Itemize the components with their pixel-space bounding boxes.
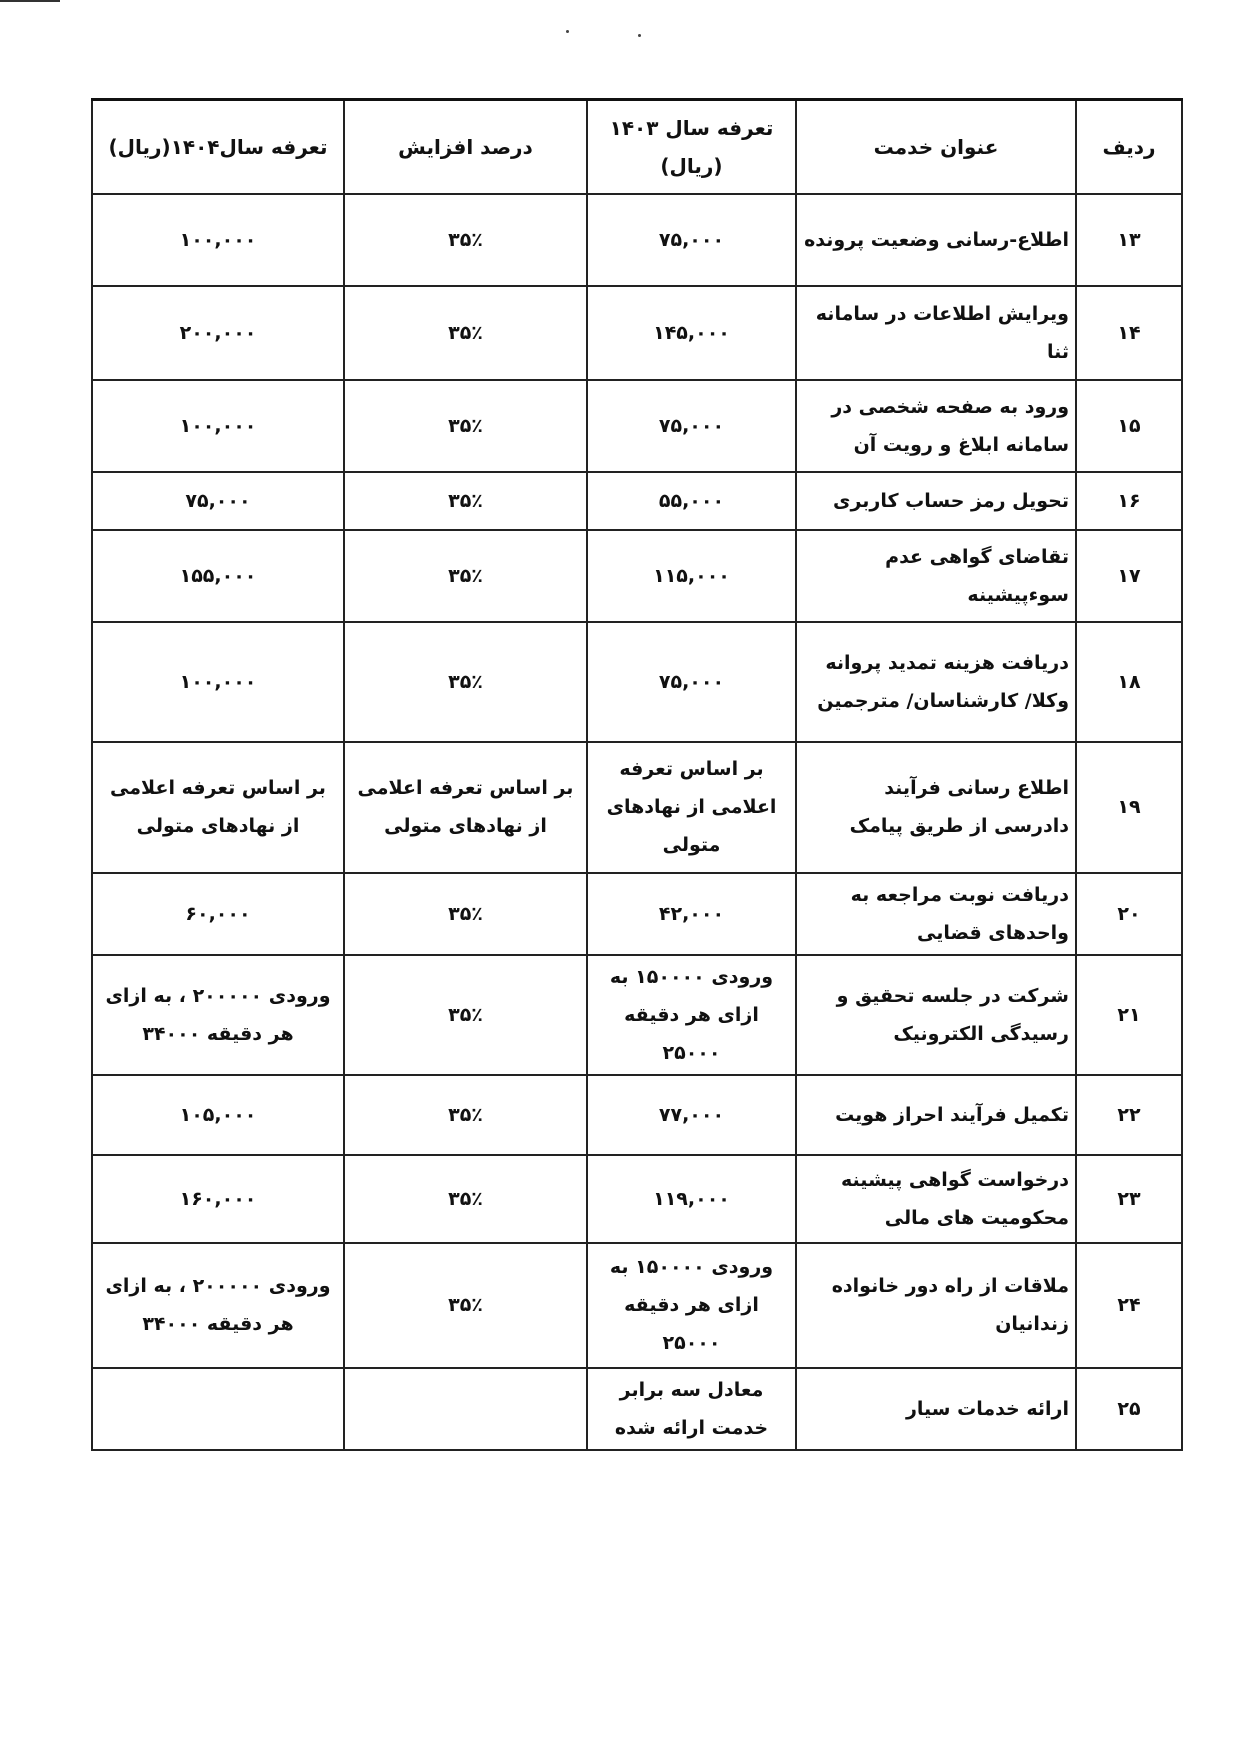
cell-row-number: ۲۵ [1075, 1366, 1183, 1451]
cell-tariff-1403: بر اساس تعرفه اعلامی از نهادهای متولی [586, 740, 797, 874]
cell-tariff-1404: ۱۰۰,۰۰۰ [91, 192, 345, 287]
cell-service-title: تقاضای گواهی عدم سوءپیشینه [795, 528, 1077, 623]
cell-service-title: اطلاع-رسانی وضعیت پرونده [795, 192, 1077, 287]
cell-service-title: ویرایش اطلاعات در سامانه ثنا [795, 284, 1077, 381]
cell-row-number: ۲۳ [1075, 1153, 1183, 1244]
table-row: ۱۴ ویرایش اطلاعات در سامانه ثنا ۱۴۵,۰۰۰ ۳۵٪… [91, 284, 1183, 381]
scan-artifact-dot [566, 30, 569, 33]
cell-tariff-1404: ۷۵,۰۰۰ [91, 470, 345, 531]
cell-service-title: ملاقات از راه دور خانواده زندانیان [795, 1241, 1077, 1369]
header-tariff-1403: تعرفه سال ۱۴۰۳ (ریال) [586, 98, 797, 195]
cell-service-title: شرکت در جلسه تحقیق و رسیدگی الکترونیک [795, 953, 1077, 1076]
cell-tariff-1403: ۴۲,۰۰۰ [586, 871, 797, 956]
table-row: ۲۳ درخواست گواهی پیشینه محکومیت های مالی ۱… [91, 1153, 1183, 1244]
cell-row-number: ۲۰ [1075, 871, 1183, 956]
cell-increase-percent: ۳۵٪ [343, 378, 588, 473]
cell-tariff-1403: ۷۵,۰۰۰ [586, 620, 797, 743]
cell-service-title: ورود به صفحه شخصی در سامانه ابلاغ و رویت… [795, 378, 1077, 473]
cell-tariff-1404: ورودی ۲۰۰۰۰۰ ، به ازای هر دقیقه ۳۴۰۰۰ [91, 953, 345, 1076]
cell-tariff-1403: معادل سه برابر خدمت ارائه شده [586, 1366, 797, 1451]
cell-tariff-1403: ۵۵,۰۰۰ [586, 470, 797, 531]
header-tariff-1404: تعرفه سال۱۴۰۴(ریال) [91, 98, 345, 195]
cell-tariff-1403: ورودی ۱۵۰۰۰۰ به ازای هر دقیقه ۲۵۰۰۰ [586, 1241, 797, 1369]
cell-row-number: ۱۸ [1075, 620, 1183, 743]
cell-increase-percent: ۳۵٪ [343, 284, 588, 381]
table-row: ۲۰ دریافت نوبت مراجعه به واحدهای قضایی ۴۲,… [91, 871, 1183, 956]
cell-increase-percent [343, 1366, 588, 1451]
cell-increase-percent: ۳۵٪ [343, 953, 588, 1076]
cell-increase-percent: ۳۵٪ [343, 192, 588, 287]
header-increase-percent: درصد افزایش [343, 98, 588, 195]
cell-tariff-1404 [91, 1366, 345, 1451]
cell-tariff-1404: ۱۵۵,۰۰۰ [91, 528, 345, 623]
table-row: ۱۸ دریافت هزینه تمدید پروانه وکلا/ کارشنا… [91, 620, 1183, 743]
cell-row-number: ۱۵ [1075, 378, 1183, 473]
cell-row-number: ۱۹ [1075, 740, 1183, 874]
cell-row-number: ۱۴ [1075, 284, 1183, 381]
table-row: ۱۷ تقاضای گواهی عدم سوءپیشینه ۱۱۵,۰۰۰ ۳۵٪ ۱۵… [91, 528, 1183, 623]
cell-tariff-1404: ۱۰۰,۰۰۰ [91, 620, 345, 743]
table-row: ۱۳ اطلاع-رسانی وضعیت پرونده ۷۵,۰۰۰ ۳۵٪ ۱۰۰,۰… [91, 192, 1183, 287]
cell-tariff-1404: ۶۰,۰۰۰ [91, 871, 345, 956]
cell-increase-percent: ۳۵٪ [343, 528, 588, 623]
cell-increase-percent: ۳۵٪ [343, 1241, 588, 1369]
cell-tariff-1403: ۷۵,۰۰۰ [586, 192, 797, 287]
cell-tariff-1403: ۷۵,۰۰۰ [586, 378, 797, 473]
scan-artifact-dot [638, 34, 641, 37]
table-row: ۲۴ ملاقات از راه دور خانواده زندانیان ورود… [91, 1241, 1183, 1369]
cell-row-number: ۲۲ [1075, 1073, 1183, 1156]
table-row: ۱۶ تحویل رمز حساب کاربری ۵۵,۰۰۰ ۳۵٪ ۷۵,۰۰۰ [91, 470, 1183, 531]
cell-tariff-1404: ورودی ۲۰۰۰۰۰ ، به ازای هر دقیقه ۳۴۰۰۰ [91, 1241, 345, 1369]
cell-row-number: ۱۳ [1075, 192, 1183, 287]
tariff-table: ردیف عنوان خدمت تعرفه سال ۱۴۰۳ (ریال) در… [91, 98, 1183, 1451]
cell-service-title: ارائه خدمات سیار [795, 1366, 1077, 1451]
cell-service-title: اطلاع رسانی فرآیند دادرسی از طریق پیامک [795, 740, 1077, 874]
cell-tariff-1403: ۱۴۵,۰۰۰ [586, 284, 797, 381]
cell-service-title: تکمیل فرآیند احراز هویت [795, 1073, 1077, 1156]
cell-service-title: دریافت هزینه تمدید پروانه وکلا/ کارشناسا… [795, 620, 1077, 743]
cell-increase-percent: ۳۵٪ [343, 620, 588, 743]
cell-service-title: درخواست گواهی پیشینه محکومیت های مالی [795, 1153, 1077, 1244]
table-row: ۱۵ ورود به صفحه شخصی در سامانه ابلاغ و رو… [91, 378, 1183, 473]
table-header-row: ردیف عنوان خدمت تعرفه سال ۱۴۰۳ (ریال) در… [91, 98, 1183, 195]
cell-tariff-1404: ۱۰۵,۰۰۰ [91, 1073, 345, 1156]
cell-service-title: تحویل رمز حساب کاربری [795, 470, 1077, 531]
cell-service-title: دریافت نوبت مراجعه به واحدهای قضایی [795, 871, 1077, 956]
cell-row-number: ۱۶ [1075, 470, 1183, 531]
cell-increase-percent: ۳۵٪ [343, 470, 588, 531]
header-service-title: عنوان خدمت [795, 98, 1077, 195]
cell-tariff-1404: ۲۰۰,۰۰۰ [91, 284, 345, 381]
cell-increase-percent: بر اساس تعرفه اعلامی از نهادهای متولی [343, 740, 588, 874]
cell-tariff-1403: ۷۷,۰۰۰ [586, 1073, 797, 1156]
header-row-no: ردیف [1075, 98, 1183, 195]
cell-increase-percent: ۳۵٪ [343, 871, 588, 956]
scan-artifact-line [0, 0, 60, 2]
table-row: ۲۲ تکمیل فرآیند احراز هویت ۷۷,۰۰۰ ۳۵٪ ۱۰۵,۰۰… [91, 1073, 1183, 1156]
cell-increase-percent: ۳۵٪ [343, 1153, 588, 1244]
cell-increase-percent: ۳۵٪ [343, 1073, 588, 1156]
cell-tariff-1403: ورودی ۱۵۰۰۰۰ به ازای هر دقیقه ۲۵۰۰۰ [586, 953, 797, 1076]
table-row: ۲۱ شرکت در جلسه تحقیق و رسیدگی الکترونیک و… [91, 953, 1183, 1076]
cell-row-number: ۲۴ [1075, 1241, 1183, 1369]
table-row: ۱۹ اطلاع رسانی فرآیند دادرسی از طریق پیام… [91, 740, 1183, 874]
cell-row-number: ۲۱ [1075, 953, 1183, 1076]
cell-tariff-1404: بر اساس تعرفه اعلامی از نهادهای متولی [91, 740, 345, 874]
cell-tariff-1403: ۱۱۹,۰۰۰ [586, 1153, 797, 1244]
cell-tariff-1404: ۱۰۰,۰۰۰ [91, 378, 345, 473]
cell-tariff-1403: ۱۱۵,۰۰۰ [586, 528, 797, 623]
cell-row-number: ۱۷ [1075, 528, 1183, 623]
cell-tariff-1404: ۱۶۰,۰۰۰ [91, 1153, 345, 1244]
table-row: ۲۵ ارائه خدمات سیار معادل سه برابر خدمت ار… [91, 1366, 1183, 1451]
